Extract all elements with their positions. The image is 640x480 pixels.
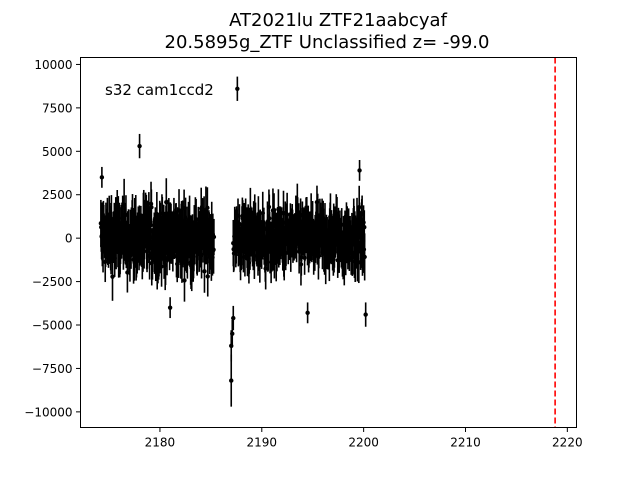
data-point (110, 274, 115, 279)
y-tick-label: 10000 (34, 58, 72, 72)
outlier-point (363, 312, 368, 317)
data-point (263, 266, 268, 271)
outlier-point (137, 143, 142, 149)
data-point (205, 205, 210, 211)
y-tick-label: 2500 (42, 188, 73, 202)
data-point (202, 269, 207, 274)
outlier-point (235, 86, 240, 91)
chart-annotation: s32 cam1ccd2 (105, 81, 214, 99)
outlier-point (229, 378, 234, 383)
y-tick-label: −10000 (24, 405, 72, 419)
data-point (149, 205, 154, 210)
data-point (205, 274, 210, 279)
x-tick-label: 2200 (348, 436, 379, 450)
data-point (362, 225, 367, 230)
y-tick-label: 5000 (42, 145, 73, 159)
y-tick-label: −5000 (32, 319, 73, 333)
y-tick-label: 0 (65, 232, 73, 246)
outlier-point (99, 175, 105, 180)
y-tick-label: 7500 (42, 101, 73, 115)
outlier-point (305, 310, 310, 316)
y-tick-label: −7500 (32, 362, 73, 376)
outlier-point (230, 331, 235, 336)
data-point (182, 278, 187, 283)
outlier-point (231, 315, 236, 321)
x-tick-label: 2190 (247, 436, 278, 450)
outlier-point (167, 305, 173, 310)
data-point (125, 270, 130, 275)
plot-frame (80, 57, 577, 428)
data-point (211, 234, 217, 240)
x-tick-label: 2220 (552, 436, 583, 450)
chart-title: AT2021lu ZTF21aabcyaf (229, 10, 448, 31)
x-tick-label: 2180 (145, 436, 176, 450)
data-layer (98, 76, 368, 407)
chart-subtitle: 20.5895g_ZTF Unclassified z= -99.0 (165, 32, 490, 53)
axes-layer: 2180 2190 2200 2210 2220 −10000 −7500 −5000 −250… (24, 58, 582, 450)
y-tick-label: −2500 (32, 275, 73, 289)
data-point (159, 264, 164, 269)
outlier-point (357, 168, 362, 173)
data-point (362, 254, 367, 260)
x-tick-label: 2210 (450, 436, 481, 450)
